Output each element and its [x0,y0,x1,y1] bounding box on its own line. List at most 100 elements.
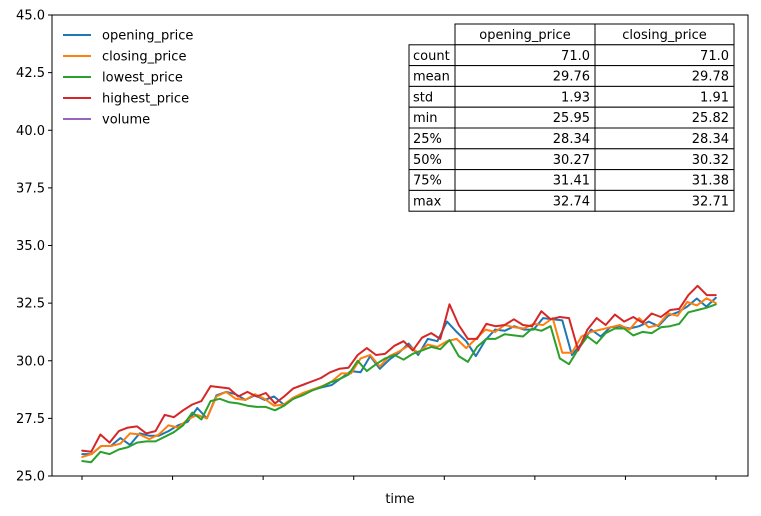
legend-item: lowest_price [63,71,183,86]
data-point [476,338,478,340]
table-value: 28.34 [553,132,590,147]
data-point [81,460,83,462]
data-point [676,311,679,314]
data-point [446,320,448,323]
data-point [678,308,680,310]
data-point [118,448,120,451]
data-point [467,338,469,340]
data-point [255,406,258,408]
table-row: count 71.0 71.0 [408,44,735,67]
data-point [638,317,640,319]
data-point [402,340,405,343]
data-point [465,347,468,349]
y-tick-label: 42.5 [16,66,45,81]
table-value: 30.27 [553,153,590,168]
data-point [641,331,644,333]
data-point [219,386,221,389]
data-point [359,357,362,360]
data-point [609,326,612,329]
table-value: 25.95 [553,111,590,126]
data-point [329,381,331,384]
data-point [393,345,396,347]
data-point [173,431,175,434]
data-point [331,384,333,386]
data-point [417,354,420,356]
data-point [648,320,650,323]
data-point [167,424,170,427]
y-tick-label: 45.0 [16,9,45,24]
data-point [265,392,267,394]
data-point [90,461,92,464]
data-point [209,385,212,387]
data-point [200,418,203,421]
data-point [604,324,607,326]
data-point [379,365,381,368]
data-point [191,411,194,414]
table-value: 28.34 [692,132,729,147]
data-point [402,358,405,361]
data-point [148,438,150,440]
table-cell [594,189,735,212]
data-point [559,357,561,360]
table-row: max 32.74 32.71 [408,189,735,212]
data-point [263,398,266,400]
data-point [638,325,640,328]
legend-item: volume [63,113,150,128]
table-value: 30.32 [692,153,729,168]
data-point [648,326,650,329]
table-row-label: min [413,111,438,126]
data-point [182,424,184,427]
data-point [657,324,660,326]
data-point [127,426,129,429]
table-column-header: closing_price [622,28,706,43]
data-point [571,351,573,354]
table-row-label: 25% [413,132,442,147]
data-point [99,451,102,453]
data-point [177,424,179,427]
data-point [301,384,304,386]
data-point [302,392,304,394]
legend: opening_price closing_price lowest_pricehi… [63,29,193,128]
data-point [301,394,304,397]
data-point [108,453,111,455]
legend-item: highest_price [63,92,189,107]
y-tick-label: 30.0 [16,354,45,369]
y-tick-label: 37.5 [16,181,45,196]
data-point [119,437,122,439]
data-point [108,441,111,444]
legend-label: opening_price [102,29,193,44]
data-point [90,451,92,453]
data-point [571,354,573,356]
data-point [206,417,208,420]
data-point [577,349,579,352]
data-point [628,328,631,331]
table-value: 1.91 [700,90,729,105]
data-point [465,340,468,343]
data-point [687,294,690,296]
data-point [604,332,607,334]
table-value: 71.0 [561,49,590,64]
data-point [503,333,506,336]
data-point [366,347,368,349]
data-point [163,414,166,416]
data-point [129,432,131,435]
data-point [439,338,442,340]
data-point [523,327,525,330]
data-point [237,395,239,398]
data-point [678,323,680,325]
series-closing-price [81,297,717,459]
data-point [705,297,708,300]
y-tick-label: 25.0 [16,470,45,485]
data-point [215,395,218,398]
table-row-label: std [413,90,433,105]
data-point [100,445,102,447]
data-point [81,453,83,455]
y-tick-label: 27.5 [16,412,45,427]
data-point [687,311,690,314]
series-line [81,284,716,453]
data-point [366,370,368,372]
data-point [99,433,102,436]
data-point [167,430,170,432]
data-point [455,338,458,340]
